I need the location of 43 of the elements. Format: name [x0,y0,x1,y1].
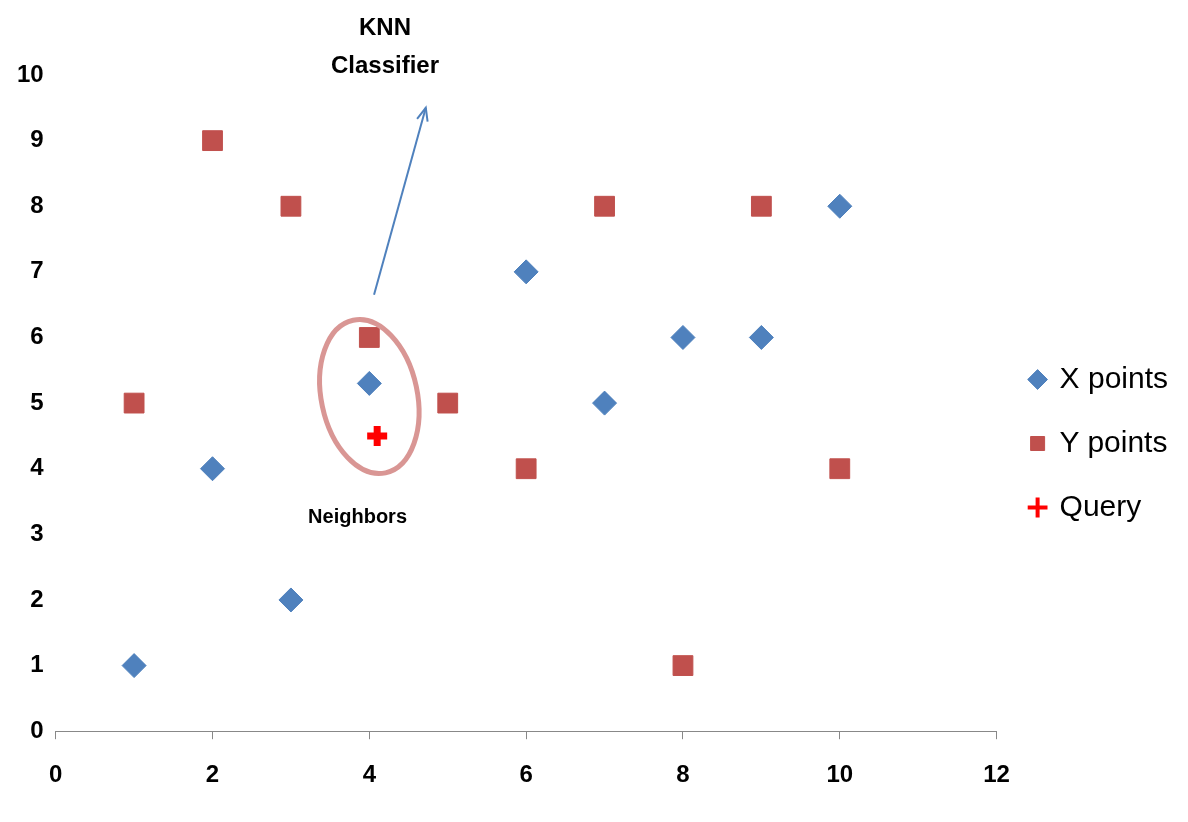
point [670,324,696,350]
point [358,327,380,348]
y-tick-label: 7 [30,256,44,284]
point [592,390,618,416]
point [437,392,459,414]
y-tick-label: 1 [30,650,44,678]
point [829,458,851,480]
point [827,193,853,219]
point [121,653,147,679]
y-tick-label: 9 [30,125,44,153]
y-tick-label: 5 [30,387,44,415]
y-tick-label: 2 [30,584,44,612]
x-tick-label: 8 [676,760,690,788]
annotation: KNN Classifier [329,12,441,80]
y-tick-label: 8 [30,190,44,218]
x-tick-label: 6 [519,760,533,788]
x-tick-label: 2 [205,760,220,788]
x-tick-label: 0 [49,760,63,788]
point [672,655,694,676]
point [513,259,539,285]
point [748,324,774,350]
point [202,130,223,152]
point [367,425,388,446]
annotation: Neighbors [307,504,408,528]
legend-label: Query [1059,488,1142,522]
y-tick-label: 3 [30,518,44,546]
point [356,370,382,396]
x-tick-label: 12 [983,760,1010,788]
y-tick-label: 4 [30,453,45,481]
point [750,195,772,217]
x-tick-label: 10 [826,760,854,788]
point [594,195,615,217]
legend-label: Y points [1059,424,1168,458]
y-tick-label: 6 [30,322,44,350]
point [515,458,537,480]
point [123,392,145,414]
y-tick-label: 0 [30,715,44,743]
point [200,456,226,482]
legend-label: X points [1059,360,1169,394]
y-tick-label: 10 [16,59,44,87]
point [280,195,302,217]
point [278,587,304,613]
x-tick-label: 4 [362,760,377,788]
